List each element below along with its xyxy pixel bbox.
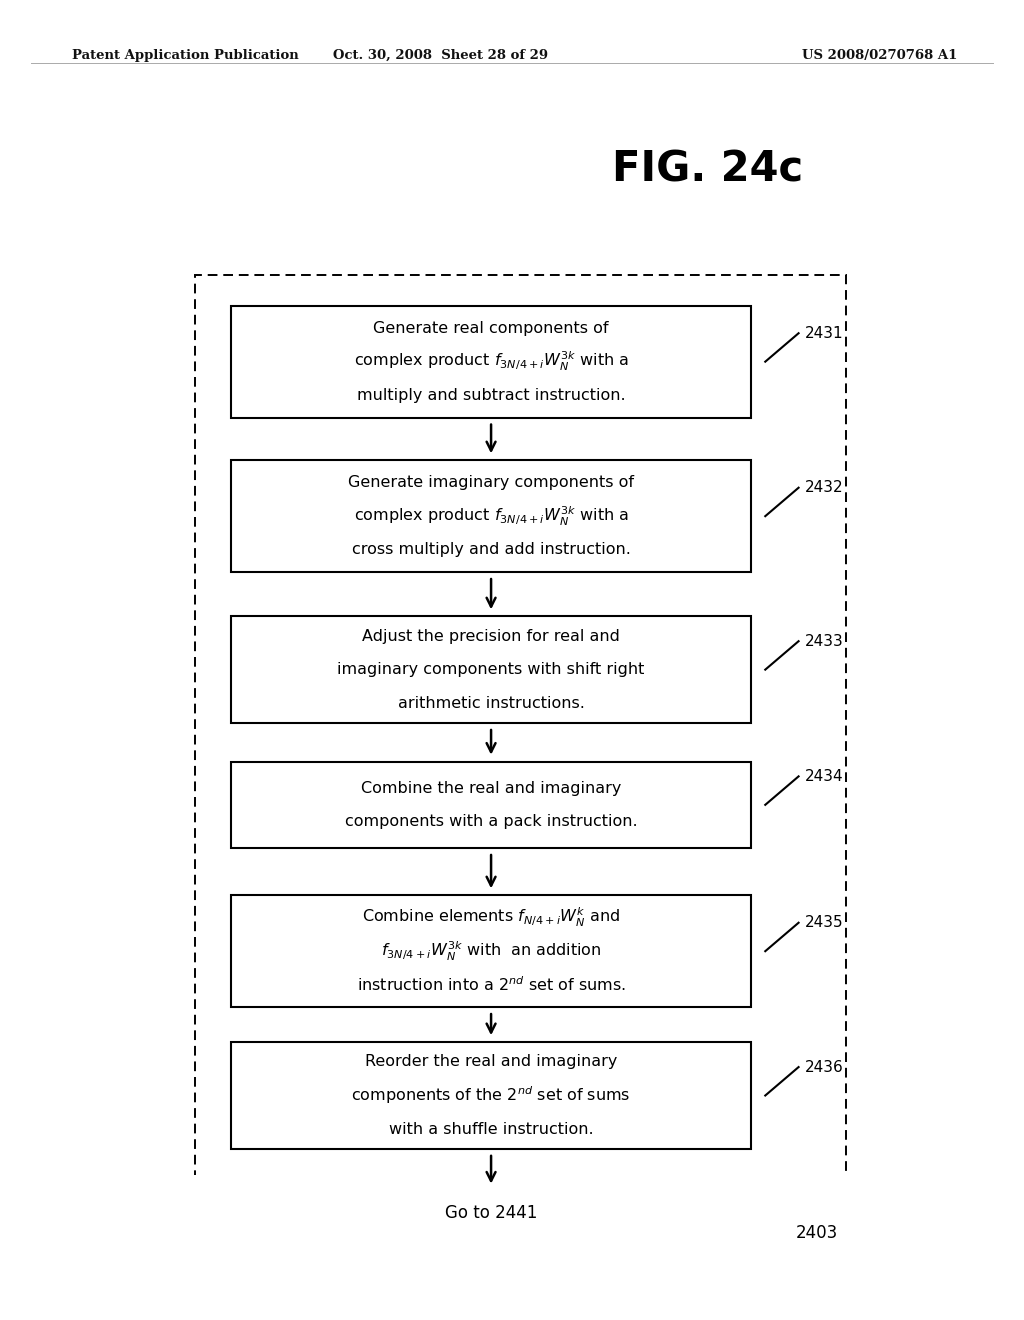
- Text: Adjust the precision for real and: Adjust the precision for real and: [362, 628, 620, 644]
- Text: Combine elements $f_{N/4+i}$$W_N^k$ and: Combine elements $f_{N/4+i}$$W_N^k$ and: [361, 906, 621, 929]
- Text: $f_{3N/4+i}$$W_N^{3k}$ with  an addition: $f_{3N/4+i}$$W_N^{3k}$ with an addition: [381, 940, 601, 962]
- Text: 2436: 2436: [805, 1060, 844, 1074]
- Text: complex product $f_{3N/4+i}$$W_N^{3k}$ with a: complex product $f_{3N/4+i}$$W_N^{3k}$ w…: [353, 350, 629, 374]
- Text: 2433: 2433: [805, 634, 844, 648]
- Text: 2432: 2432: [805, 480, 844, 495]
- Text: Go to 2441: Go to 2441: [444, 1204, 538, 1222]
- Bar: [196, 276, 846, 1251]
- Text: Patent Application Publication: Patent Application Publication: [72, 49, 298, 62]
- Text: FIG. 24c: FIG. 24c: [611, 148, 803, 190]
- Text: multiply and subtract instruction.: multiply and subtract instruction.: [356, 388, 626, 403]
- Bar: [231, 895, 751, 1007]
- Bar: [231, 762, 751, 847]
- Text: components with a pack instruction.: components with a pack instruction.: [345, 814, 637, 829]
- Bar: [231, 461, 751, 572]
- Bar: [231, 1043, 751, 1148]
- Text: instruction into a $2^{nd}$ set of sums.: instruction into a $2^{nd}$ set of sums.: [356, 975, 626, 994]
- Text: components of the $2^{nd}$ set of sums: components of the $2^{nd}$ set of sums: [351, 1085, 631, 1106]
- Text: US 2008/0270768 A1: US 2008/0270768 A1: [802, 49, 957, 62]
- Text: complex product $f_{3N/4+i}$$W_N^{3k}$ with a: complex product $f_{3N/4+i}$$W_N^{3k}$ w…: [353, 504, 629, 528]
- Text: Generate real components of: Generate real components of: [374, 321, 609, 335]
- Text: Combine the real and imaginary: Combine the real and imaginary: [360, 780, 622, 796]
- Text: Generate imaginary components of: Generate imaginary components of: [348, 475, 634, 490]
- Bar: [372, 1191, 610, 1237]
- Text: 2403: 2403: [796, 1224, 839, 1242]
- Text: cross multiply and add instruction.: cross multiply and add instruction.: [351, 543, 631, 557]
- Bar: [231, 616, 751, 723]
- Text: Oct. 30, 2008  Sheet 28 of 29: Oct. 30, 2008 Sheet 28 of 29: [333, 49, 548, 62]
- Text: arithmetic instructions.: arithmetic instructions.: [397, 696, 585, 710]
- Text: 2435: 2435: [805, 915, 844, 931]
- Text: 2434: 2434: [805, 768, 844, 784]
- Bar: [231, 306, 751, 417]
- Text: imaginary components with shift right: imaginary components with shift right: [337, 663, 645, 677]
- Text: 2431: 2431: [805, 326, 844, 341]
- Text: Reorder the real and imaginary: Reorder the real and imaginary: [365, 1055, 617, 1069]
- Text: with a shuffle instruction.: with a shuffle instruction.: [389, 1122, 593, 1137]
